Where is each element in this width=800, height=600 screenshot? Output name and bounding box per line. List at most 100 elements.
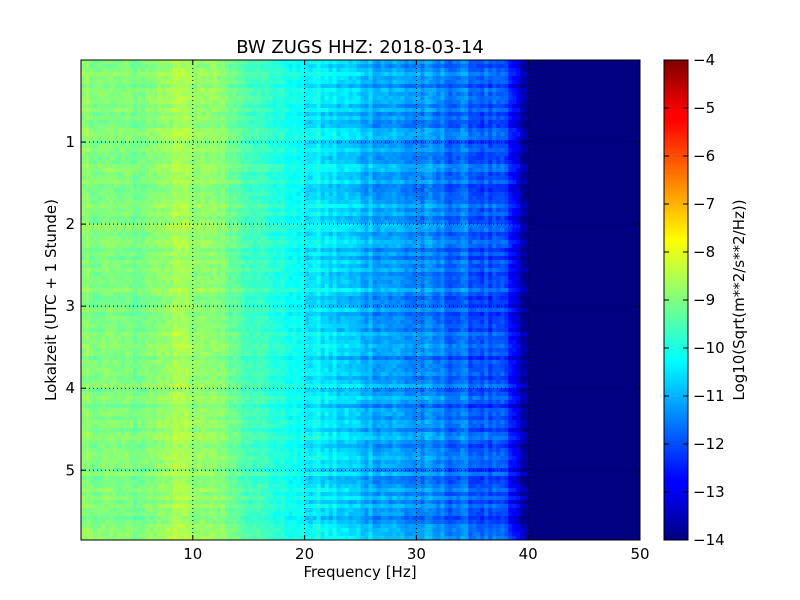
heatmap-cell xyxy=(468,104,473,109)
heatmap-cell xyxy=(564,132,569,137)
heatmap-cell xyxy=(240,88,246,93)
heatmap-cell xyxy=(200,120,206,125)
heatmap-cell xyxy=(364,92,370,97)
heatmap-cell xyxy=(576,188,581,193)
heatmap-cell xyxy=(88,60,94,65)
heatmap-cell xyxy=(96,88,102,93)
heatmap-cell xyxy=(404,156,410,161)
heatmap-cell xyxy=(472,96,477,101)
heatmap-cell xyxy=(224,68,230,73)
heatmap-cell xyxy=(192,184,198,189)
heatmap-cell xyxy=(372,164,378,169)
heatmap-cell xyxy=(268,132,274,137)
heatmap-cell xyxy=(500,128,505,133)
heatmap-cell xyxy=(124,160,130,165)
heatmap-cell xyxy=(520,72,525,77)
heatmap-cell xyxy=(632,60,637,65)
heatmap-cell xyxy=(440,164,445,169)
heatmap-cell xyxy=(624,192,629,197)
heatmap-cell xyxy=(604,188,609,193)
heatmap-cell xyxy=(408,188,413,193)
heatmap-cell xyxy=(604,108,609,113)
heatmap-cell xyxy=(620,100,625,105)
heatmap-cell xyxy=(584,88,589,93)
heatmap-cell xyxy=(92,128,98,133)
heatmap-cell xyxy=(244,196,250,201)
heatmap-cell xyxy=(176,172,182,177)
heatmap-cell xyxy=(104,152,110,157)
heatmap-cell xyxy=(92,168,98,173)
heatmap-cell xyxy=(260,184,266,189)
heatmap-cell xyxy=(252,160,258,165)
heatmap-cell xyxy=(300,124,306,129)
heatmap-cell xyxy=(388,68,394,73)
heatmap-cell xyxy=(624,88,629,93)
heatmap-cell xyxy=(388,92,394,97)
heatmap-cell xyxy=(180,68,186,73)
heatmap-cell xyxy=(192,132,198,137)
heatmap-cell xyxy=(464,96,469,101)
heatmap-cell xyxy=(552,172,557,177)
heatmap-cell xyxy=(568,164,573,169)
heatmap-cell xyxy=(96,60,102,65)
heatmap-cell xyxy=(140,164,146,169)
heatmap-cell xyxy=(528,164,533,169)
heatmap-cell xyxy=(108,60,114,65)
heatmap-cell xyxy=(532,176,537,181)
heatmap-cell xyxy=(384,120,390,125)
heatmap-cell xyxy=(344,84,350,89)
heatmap-cell xyxy=(144,156,150,161)
heatmap-cell xyxy=(584,120,589,125)
heatmap-cell xyxy=(180,164,186,169)
heatmap-cell xyxy=(436,128,441,133)
heatmap-cell xyxy=(500,96,505,101)
heatmap-cell xyxy=(624,152,629,157)
heatmap-cell xyxy=(248,132,254,137)
heatmap-cell xyxy=(412,188,417,193)
heatmap-cell xyxy=(496,184,501,189)
heatmap-cell xyxy=(396,196,402,201)
heatmap-cell xyxy=(620,132,625,137)
heatmap-cell xyxy=(456,80,461,85)
heatmap-cell xyxy=(404,68,410,73)
heatmap-cell xyxy=(160,72,166,77)
heatmap-cell xyxy=(636,172,640,177)
heatmap-cell xyxy=(260,172,266,177)
heatmap-cell xyxy=(556,160,561,165)
heatmap-cell xyxy=(424,148,429,153)
heatmap-cell xyxy=(432,88,437,93)
heatmap-cell xyxy=(604,144,609,149)
heatmap-cell xyxy=(160,88,166,93)
heatmap-cell xyxy=(212,68,218,73)
heatmap-cell xyxy=(96,168,102,173)
heatmap-cell xyxy=(492,136,497,141)
heatmap-cell xyxy=(348,144,354,149)
heatmap-cell xyxy=(81,168,86,173)
heatmap-cell xyxy=(624,108,629,113)
heatmap-cell xyxy=(364,80,370,85)
heatmap-cell xyxy=(448,148,453,153)
heatmap-cell xyxy=(172,120,178,125)
heatmap-cell xyxy=(368,72,374,77)
heatmap-cell xyxy=(524,116,529,121)
heatmap-cell xyxy=(144,180,150,185)
heatmap-cell xyxy=(376,116,382,121)
heatmap-cell xyxy=(464,76,469,81)
heatmap-cell xyxy=(164,144,170,149)
heatmap-cell xyxy=(376,152,382,157)
heatmap-cell xyxy=(532,148,537,153)
heatmap-cell xyxy=(160,152,166,157)
heatmap-cell xyxy=(188,104,194,109)
heatmap-cell xyxy=(368,92,374,97)
heatmap-cell xyxy=(412,128,417,133)
heatmap-cell xyxy=(176,60,182,65)
heatmap-cell xyxy=(248,164,254,169)
heatmap-cell xyxy=(472,148,477,153)
heatmap-cell xyxy=(404,100,410,105)
heatmap-cell xyxy=(88,144,94,149)
heatmap-cell xyxy=(136,164,142,169)
heatmap-cell xyxy=(224,192,230,197)
heatmap-cell xyxy=(552,192,557,197)
heatmap-cell xyxy=(204,156,210,161)
heatmap-cell xyxy=(112,76,118,81)
